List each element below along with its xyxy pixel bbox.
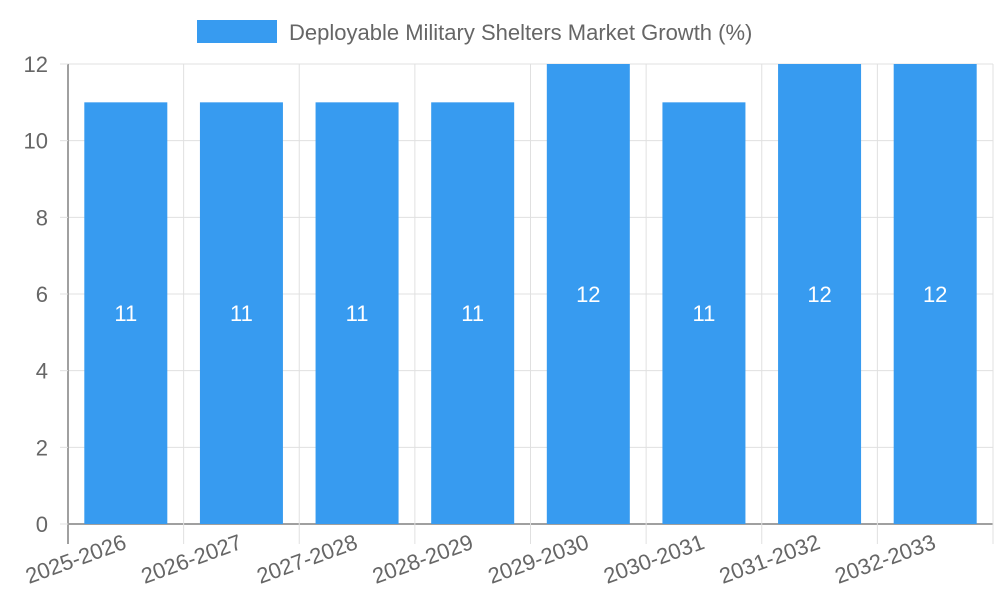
y-tick-label: 8 <box>36 205 48 230</box>
legend[interactable]: Deployable Military Shelters Market Grow… <box>197 20 752 45</box>
y-tick-label: 6 <box>36 282 48 307</box>
x-tick-label: 2028-2029 <box>369 529 476 588</box>
data-label: 11 <box>693 301 716 326</box>
bar <box>315 102 399 524</box>
bar <box>893 64 977 524</box>
x-tick-label: 2025-2026 <box>22 529 129 588</box>
legend-label: Deployable Military Shelters Market Grow… <box>289 20 752 45</box>
bar <box>431 102 515 524</box>
data-label: 11 <box>230 301 253 326</box>
x-tick-label: 2027-2028 <box>253 529 360 588</box>
y-tick-label: 12 <box>24 52 48 77</box>
y-tick-label: 4 <box>36 359 48 384</box>
x-tick-label: 2030-2031 <box>600 529 707 588</box>
data-label: 12 <box>576 282 600 307</box>
bar <box>778 64 862 524</box>
y-tick-label: 10 <box>24 129 48 154</box>
bar <box>84 102 168 524</box>
data-label: 11 <box>461 301 484 326</box>
bar <box>199 102 283 524</box>
bar <box>662 102 746 524</box>
data-label: 11 <box>114 301 137 326</box>
legend-swatch <box>197 20 277 43</box>
data-label: 12 <box>807 282 831 307</box>
x-tick-label: 2031-2032 <box>716 529 823 588</box>
x-tick-label: 2032-2033 <box>831 529 938 588</box>
y-tick-label: 0 <box>36 512 48 537</box>
y-tick-label: 2 <box>36 435 48 460</box>
bar <box>546 64 630 524</box>
data-label: 11 <box>346 301 369 326</box>
x-tick-label: 2026-2027 <box>138 529 245 588</box>
x-tick-label: 2029-2030 <box>485 529 592 588</box>
data-label: 12 <box>923 282 947 307</box>
